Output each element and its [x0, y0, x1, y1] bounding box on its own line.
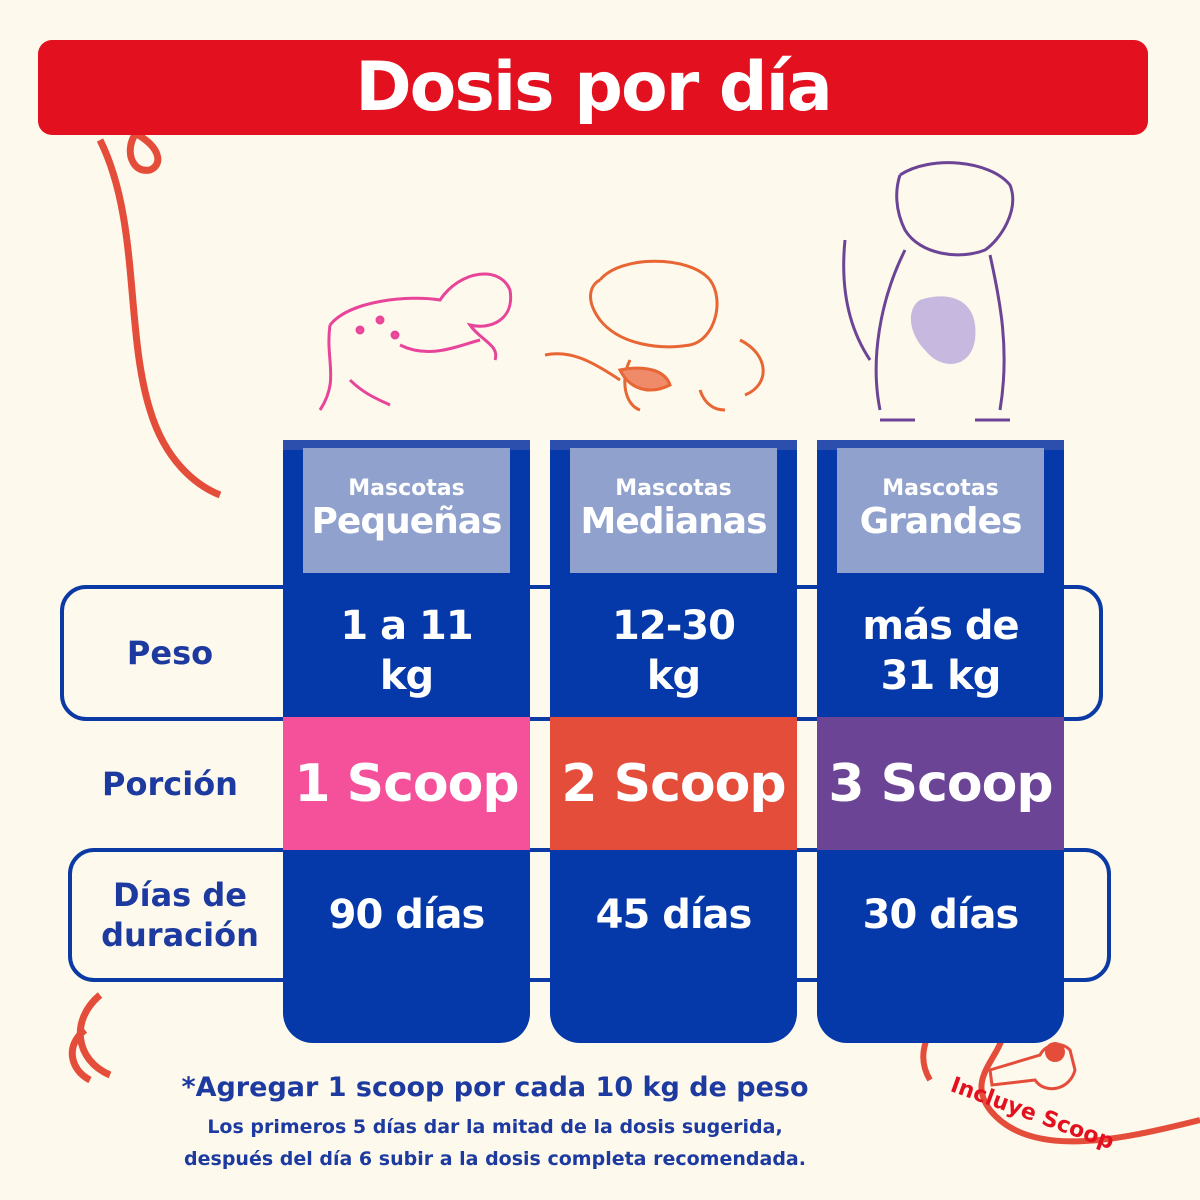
column-header: Mascotas Grandes [837, 448, 1044, 573]
squiggle [68, 992, 112, 1084]
squiggle [96, 138, 222, 499]
column-top [550, 440, 797, 450]
scoop-powder [1045, 1042, 1065, 1062]
header-main: Grandes [859, 501, 1023, 542]
scoop-badge: Incluye Scoop [947, 1042, 1117, 1150]
header-main: Medianas [580, 501, 768, 542]
header-top: Mascotas [615, 476, 732, 501]
title: Dosis por día [355, 48, 833, 127]
header-top: Mascotas [348, 476, 465, 501]
column-top [817, 440, 1064, 450]
duration-cell: 30 días [862, 892, 1020, 938]
column-header: Mascotas Pequeñas [303, 448, 510, 573]
dog-large [842, 161, 1015, 422]
header-top: Mascotas [882, 476, 999, 501]
weight-cell: 1 a 11 kg [340, 603, 473, 699]
dog-medium [544, 259, 765, 412]
dog-small [318, 272, 513, 411]
row-label: Porción [102, 764, 238, 803]
duration-cell: 45 días [595, 892, 753, 938]
footnote: *Agregar 1 scoop por cada 10 kg de peso [181, 1072, 809, 1103]
portion-cell: 1 Scoop [283, 717, 530, 850]
duration-cell: 90 días [328, 892, 486, 938]
column-top [283, 440, 530, 450]
portion-cell: 3 Scoop [817, 717, 1064, 850]
portion-cell: 2 Scoop [550, 717, 797, 850]
row-label: Peso [126, 633, 214, 672]
footnote-line: después del día 6 subir a la dosis compl… [184, 1148, 806, 1170]
weight-cell: 12-30 kg [612, 603, 736, 699]
header-main: Pequeñas [311, 501, 503, 542]
badge-text: Incluye Scoop [947, 1073, 1117, 1150]
title-bar [38, 40, 1148, 135]
footnote-line: Los primeros 5 días dar la mitad de la d… [207, 1116, 783, 1138]
row-label: Días de duración [101, 876, 259, 954]
column-header: Mascotas Medianas [570, 448, 777, 573]
weight-cell: más de 31 kg [862, 603, 1019, 699]
